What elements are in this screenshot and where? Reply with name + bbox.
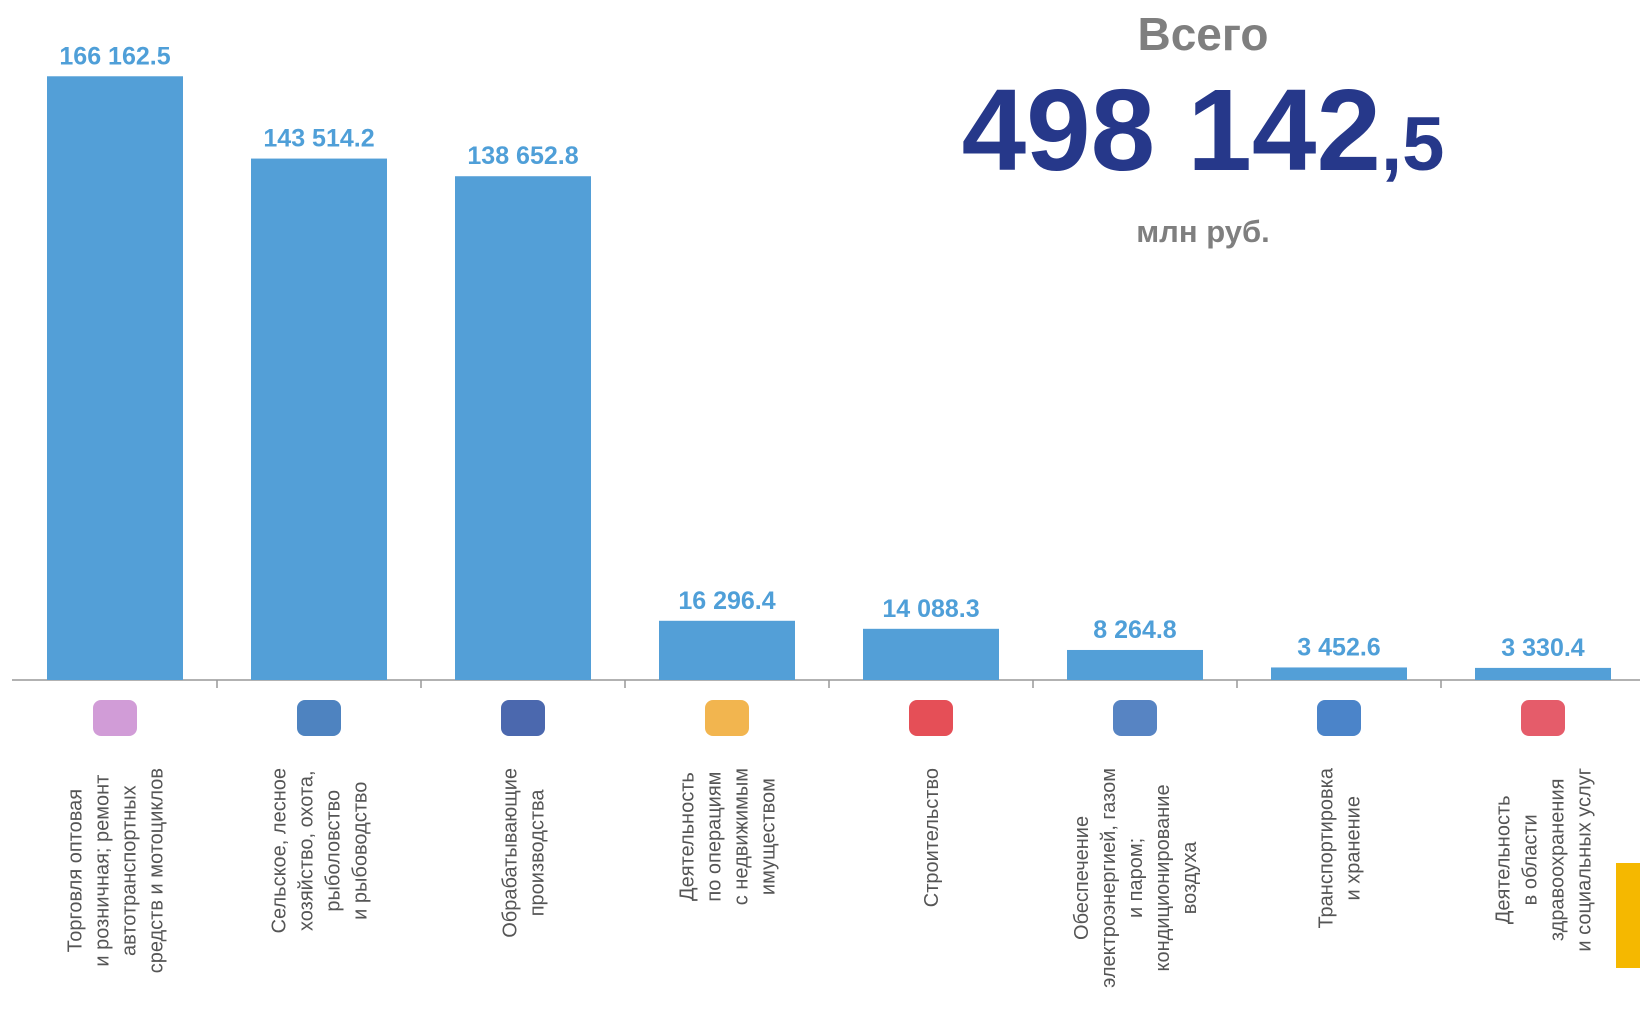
total-fraction: ,5 (1381, 102, 1444, 187)
category-icon (1521, 700, 1565, 736)
total-value: 498 142,5 (962, 65, 1445, 195)
x-tick-label: электроэнергией, газом (1098, 768, 1120, 988)
bar (251, 158, 387, 681)
value-label: 138 652.8 (467, 142, 578, 170)
x-tick-label: имуществом (758, 778, 780, 895)
x-tick-label: Обеспечение (1071, 816, 1093, 940)
value-label: 3 452.6 (1297, 633, 1380, 661)
bar (1067, 649, 1203, 680)
value-label: 14 088.3 (882, 595, 979, 623)
value-label: 3 330.4 (1501, 634, 1585, 662)
value-label: 8 264.8 (1093, 616, 1177, 644)
x-tick-label: и рыбоводство (350, 782, 372, 920)
x-tick-label: автотранспортных (119, 785, 141, 956)
category-icon (297, 700, 341, 736)
x-tick-label: хозяйство, охота, (296, 770, 318, 931)
category-icon (93, 700, 137, 736)
category-icon (1113, 700, 1157, 736)
x-tick-label: по операциям (704, 772, 726, 902)
x-tick-label: Сельское, лесное (269, 768, 291, 933)
x-tick-label: и социальных услуг (1574, 768, 1596, 952)
bar (659, 620, 795, 680)
x-tick-label: производства (527, 789, 549, 917)
x-tick-label: Деятельность (1493, 795, 1515, 924)
bar (1271, 667, 1407, 680)
value-label: 166 162.5 (59, 42, 170, 70)
x-tick-label: средств и мотоциклов (146, 768, 168, 973)
x-tick-label: воздуха (1179, 841, 1201, 914)
x-tick-label: Транспортировка (1316, 767, 1338, 928)
x-tick-label: Торговля оптовая (65, 789, 87, 952)
x-tick-label: Строительство (921, 768, 943, 907)
total-title: Всего (1137, 8, 1268, 60)
x-tick-label: и паром; (1125, 838, 1147, 918)
category-icon (909, 700, 953, 736)
x-tick-label: и хранение (1343, 796, 1365, 900)
x-tick-label: здравоохранения (1547, 779, 1569, 942)
bar (863, 628, 999, 680)
x-tick-label: Обрабатывающие (500, 768, 522, 938)
value-label: 143 514.2 (263, 125, 374, 153)
total-integer: 498 142 (962, 65, 1381, 195)
total-unit: млн руб. (1136, 214, 1270, 249)
x-tick-label: с недвижимым (731, 768, 753, 905)
category-icon (705, 700, 749, 736)
bar (455, 176, 591, 681)
bar (1475, 667, 1611, 680)
value-label: 16 296.4 (678, 587, 775, 615)
decor-tab (1616, 863, 1640, 968)
bar (47, 76, 183, 681)
category-icon (501, 700, 545, 736)
category-icon (1317, 700, 1361, 736)
x-tick-label: Деятельность (677, 772, 699, 901)
x-tick-label: рыболовство (323, 790, 345, 912)
x-tick-label: и розничная; ремонт (92, 775, 114, 967)
x-tick-label: в области (1520, 814, 1542, 905)
x-tick-label: кондиционирование (1152, 784, 1174, 971)
